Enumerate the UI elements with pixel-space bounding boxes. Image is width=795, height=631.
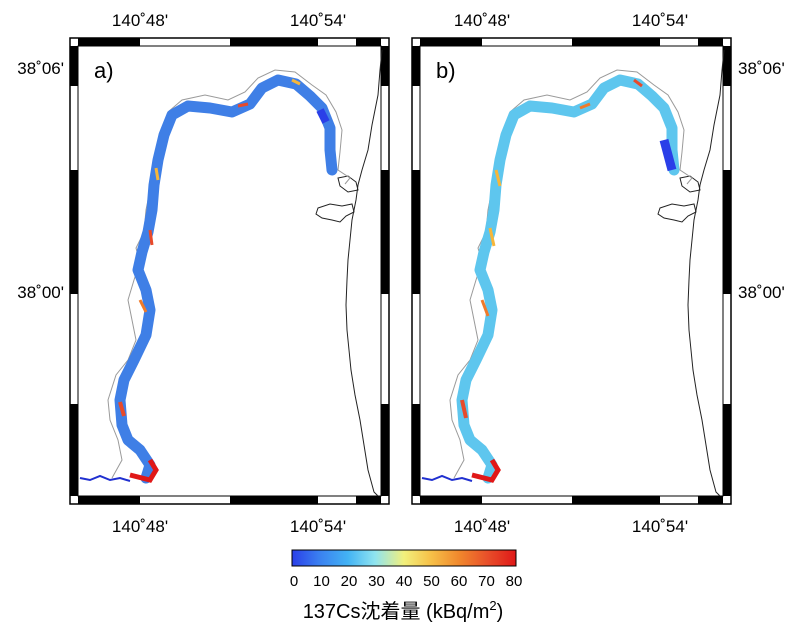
colorbar-tick-label: 40 xyxy=(396,573,413,590)
panel-a-top-lon-1: 140˚48' xyxy=(112,11,168,30)
colorbar-title-sup: 2 xyxy=(489,598,496,613)
panel-b-channel xyxy=(421,474,473,482)
panel-b-top-scale xyxy=(420,38,723,46)
panel-b-bottom-lon-2: 140˚54' xyxy=(632,517,688,536)
panel-a-lat-2: 38˚00' xyxy=(17,283,64,302)
panel-b-lat-1: 38˚06' xyxy=(738,59,785,78)
colorbar-tick-label: 60 xyxy=(451,573,468,590)
panel-a-bottom-lon-2: 140˚54' xyxy=(290,517,346,536)
panel-a-label: a) xyxy=(94,58,114,83)
colorbar: 0 10 20 30 40 50 60 70 80 137Cs沈着量 (kBq/m2) xyxy=(290,549,523,623)
panel-b-hotspots xyxy=(460,78,677,483)
panel-a-hotspots xyxy=(118,78,330,483)
colorbar-title: 137Cs沈着量 (kBq/m2) xyxy=(303,598,504,623)
panel-a-top-lon-2: 140˚54' xyxy=(290,11,346,30)
panel-b-top-lon-2: 140˚54' xyxy=(632,11,688,30)
panel-a-bottom-scale xyxy=(78,496,381,504)
colorbar-tick-label: 0 xyxy=(290,573,298,590)
panel-a-top-scale xyxy=(78,38,381,46)
panel-a-estuary-outline xyxy=(315,175,359,223)
panel-b-label: b) xyxy=(436,58,456,83)
colorbar-ticks: 0 10 20 30 40 50 60 70 80 xyxy=(290,573,523,590)
colorbar-tick-label: 50 xyxy=(423,573,440,590)
panel-a-river-body xyxy=(114,74,338,484)
colorbar-tick-label: 30 xyxy=(368,573,385,590)
panel-a-channel xyxy=(79,474,131,482)
colorbar-title-main: 137Cs沈着量 (kBq/m xyxy=(303,600,490,623)
colorbar-tick-label: 70 xyxy=(478,573,495,590)
panel-a-coastline xyxy=(345,49,383,497)
panel-b-left-scale xyxy=(412,46,420,496)
panel-b-bottom-lon-1: 140˚48' xyxy=(454,517,510,536)
panel-b-bottom-scale xyxy=(420,496,723,504)
colorbar-gradient xyxy=(291,549,517,567)
colorbar-tick-label: 20 xyxy=(341,573,358,590)
panel-b-estuary-outline xyxy=(657,175,701,223)
panel-a-right-scale xyxy=(381,46,389,496)
colorbar-tick-label: 80 xyxy=(506,573,523,590)
colorbar-title-end: ) xyxy=(497,601,504,623)
panel-a-bottom-lon-1: 140˚48' xyxy=(112,517,168,536)
panel-a: a) 140˚48' 140˚54' 140˚48' 140˚54' 38˚06… xyxy=(17,11,390,536)
panel-b-coastline xyxy=(687,49,725,497)
panel-b-top-lon-1: 140˚48' xyxy=(454,11,510,30)
colorbar-tick-label: 10 xyxy=(313,573,330,590)
panel-b: b) 140˚48' 140˚54' 140˚48' 140˚54' 38˚06… xyxy=(411,11,785,536)
panel-a-left-scale xyxy=(70,46,78,496)
panel-b-right-scale xyxy=(723,46,731,496)
panel-a-lat-1: 38˚06' xyxy=(17,59,64,78)
panel-b-lat-2: 38˚00' xyxy=(738,283,785,302)
